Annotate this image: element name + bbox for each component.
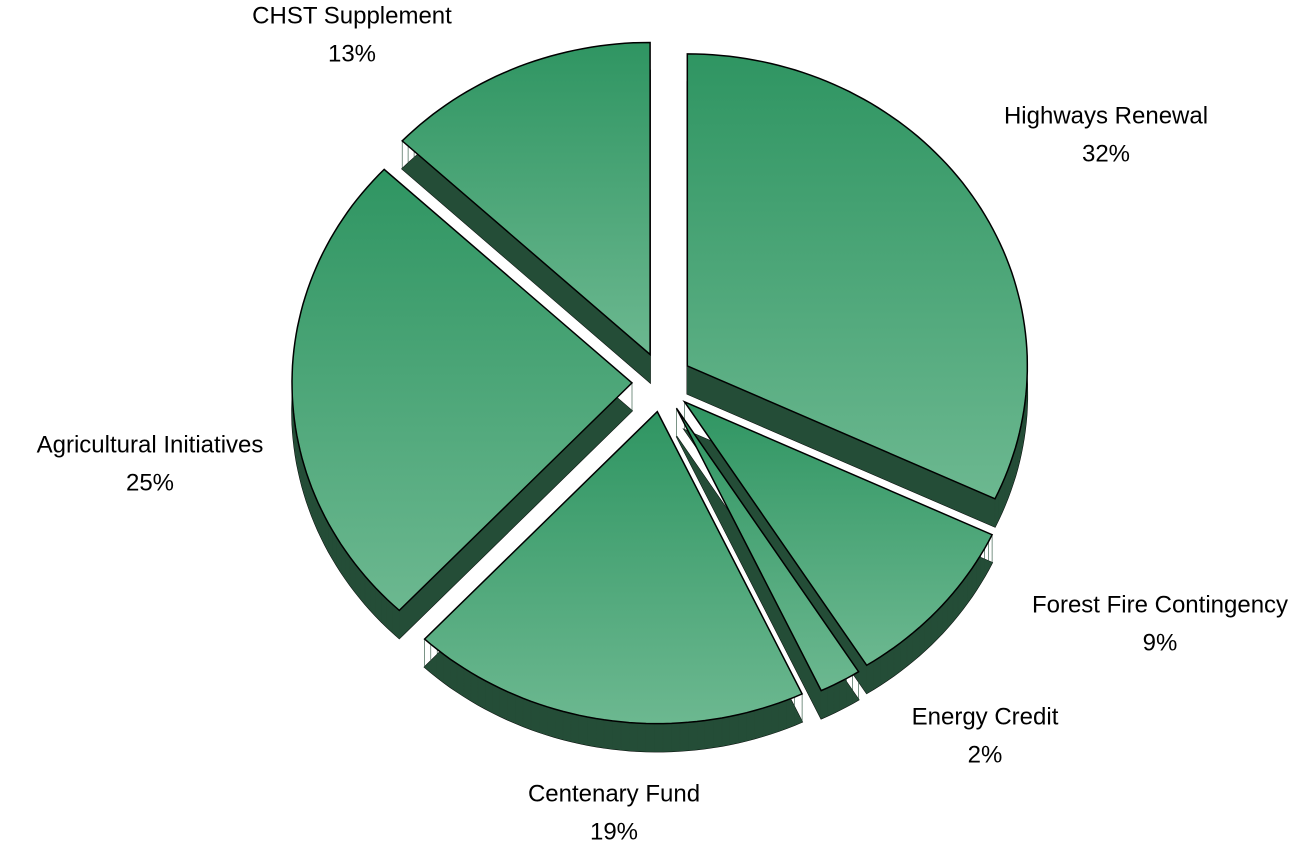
slice-value-label: 19% xyxy=(590,818,638,845)
slice-value-label: 13% xyxy=(328,40,376,67)
slice xyxy=(423,410,804,725)
slice-label: CHST Supplement xyxy=(252,2,452,29)
slice xyxy=(291,168,634,612)
slice xyxy=(675,407,860,692)
slice xyxy=(401,41,651,357)
slice xyxy=(686,53,1029,500)
slice-label: Centenary Fund xyxy=(528,780,700,807)
slice-value-label: 2% xyxy=(968,741,1003,768)
slice-label: Agricultural Initiatives xyxy=(37,431,264,458)
slice-value-label: 25% xyxy=(126,469,174,496)
slice-value-label: 9% xyxy=(1143,629,1178,656)
slice-label: Highways Renewal xyxy=(1004,102,1208,129)
slice-value-label: 32% xyxy=(1082,140,1130,167)
slice-label: Energy Credit xyxy=(912,703,1059,730)
slice xyxy=(682,400,994,667)
slice-label: Forest Fire Contingency xyxy=(1032,591,1288,618)
